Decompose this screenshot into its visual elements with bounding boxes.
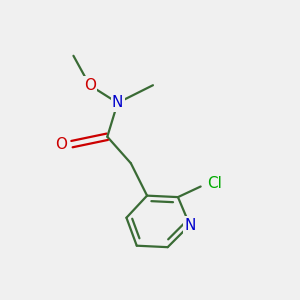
Text: N: N — [112, 95, 123, 110]
Text: O: O — [56, 136, 68, 152]
Text: N: N — [184, 218, 195, 232]
Text: O: O — [84, 78, 96, 93]
Text: Cl: Cl — [207, 176, 222, 191]
